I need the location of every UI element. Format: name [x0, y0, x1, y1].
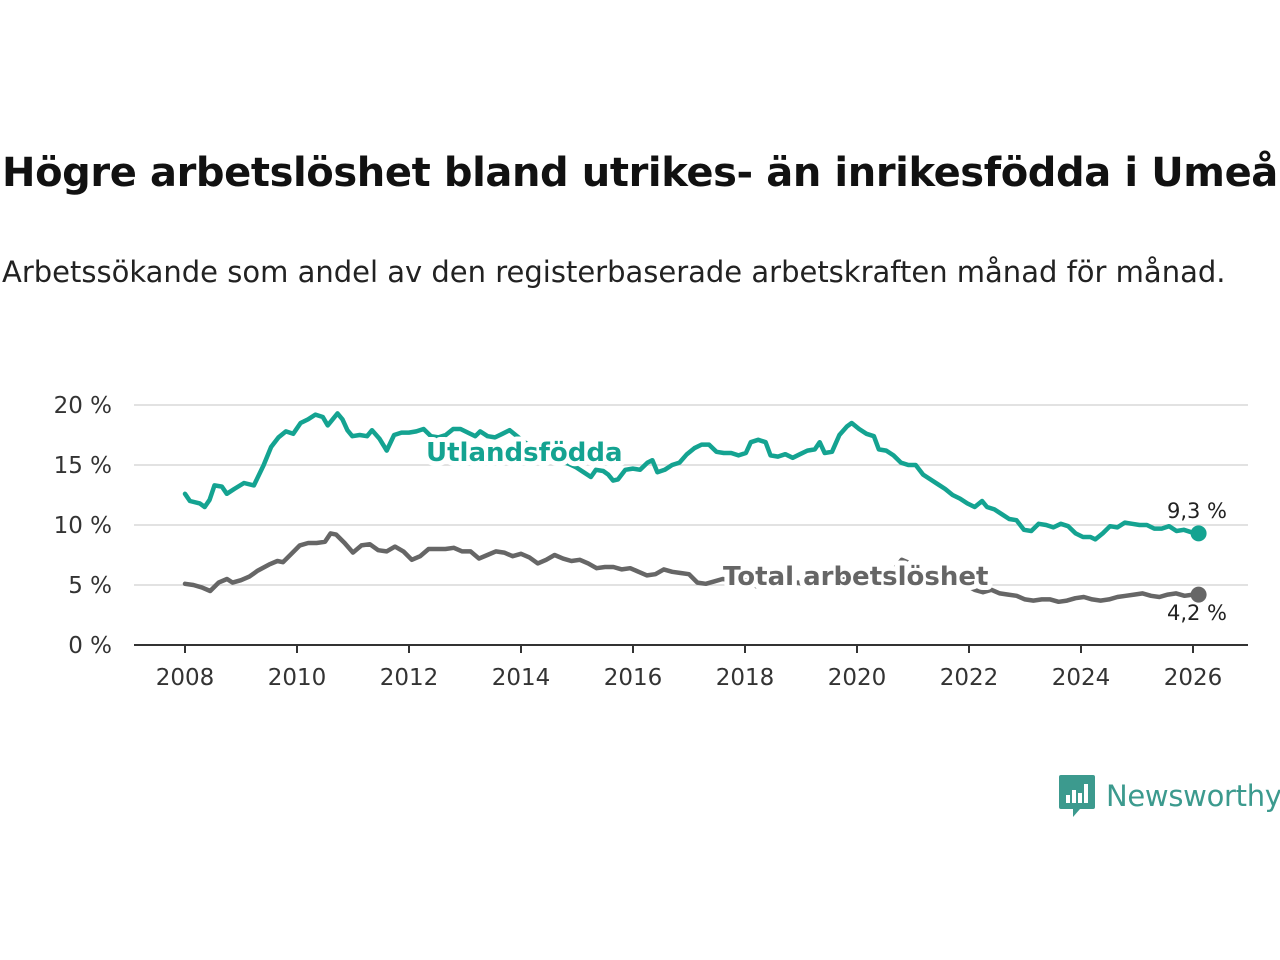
y-tick-label: 5 % [68, 573, 112, 599]
y-tick-label: 10 % [54, 513, 112, 539]
x-tick-label: 2014 [492, 665, 551, 691]
x-axis-ticks: 2008 2010 2012 2014 2016 2018 2020 2022 2024 2026 [156, 645, 1223, 691]
series-name-label: Total arbetslöshet [723, 562, 988, 592]
line-chart: 0 %5 %10 %15 %20 % 2008 2010 2012 2014 2016 2… [54, 393, 1248, 691]
series-layer [182, 411, 1207, 605]
x-tick-label: 2018 [716, 665, 775, 691]
series-name-halo: Utlandsfödda [426, 438, 623, 468]
series-line-utlandsfodda [182, 411, 1201, 542]
series-name-halo: Total arbetslöshet [723, 562, 988, 592]
x-tick-label: 2024 [1052, 665, 1111, 691]
gridlines [134, 404, 1248, 586]
x-tick-label: 2016 [604, 665, 663, 691]
newsworthy-logo-text: Newsworthy [1106, 779, 1280, 813]
x-tick-label: 2010 [268, 665, 327, 691]
page-subtitle: Arbetssökande som andel av den registerb… [2, 255, 1226, 289]
x-tick-label: 2020 [828, 665, 887, 691]
x-tick-label: 2012 [380, 665, 439, 691]
y-tick-label: 15 % [54, 453, 112, 479]
series-line-total [182, 531, 1201, 605]
end-value-label: 9,3 % [1167, 499, 1227, 523]
newsworthy-logo: Newsworthy [1058, 773, 1280, 819]
end-value-label: 4,2 % [1167, 601, 1227, 625]
page-title: Högre arbetslöshet bland utrikes- än inr… [2, 150, 1278, 196]
y-axis-ticks: 0 % 5 % 10 % 15 % 20 % [54, 393, 112, 659]
series-name-label: Utlandsfödda [426, 438, 623, 468]
x-tick-label: 2026 [1164, 665, 1223, 691]
x-tick-label: 2008 [156, 665, 215, 691]
y-tick-label: 20 % [54, 393, 112, 419]
series-end-point [1190, 586, 1207, 603]
series-end-point [1190, 525, 1207, 542]
y-tick-label: 0 % [68, 633, 112, 659]
newsworthy-logo-icon [1059, 775, 1095, 817]
series-labels: 9,3 %4,2 %UtlandsföddaUtlandsföddaTotal … [421, 433, 1227, 625]
x-tick-label: 2022 [940, 665, 999, 691]
